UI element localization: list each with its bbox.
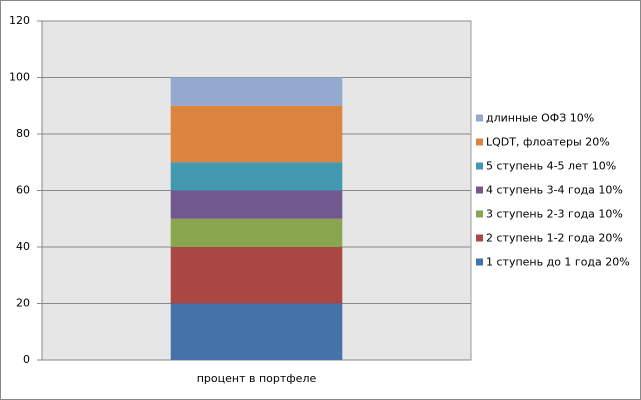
legend-label: длинные ОФЗ 10%: [486, 112, 594, 125]
bar-segment: [170, 77, 343, 106]
bar-segment: [170, 190, 343, 219]
x-tick-label: процент в портфеле: [197, 372, 317, 385]
y-tick-label: 80: [16, 127, 30, 140]
legend-swatch: [476, 210, 483, 218]
bar-segment: [170, 105, 343, 163]
legend-swatch: [476, 234, 483, 242]
y-tick-label: 0: [23, 353, 30, 366]
legend-label: 4 ступень 3-4 года 10%: [486, 184, 623, 197]
legend-label: 2 ступень 1-2 года 20%: [486, 232, 623, 245]
legend-swatch: [476, 162, 483, 170]
y-tick-label: 20: [16, 297, 30, 310]
y-tick-label: 120: [9, 14, 30, 27]
legend-swatch: [476, 138, 483, 146]
legend-swatch: [476, 186, 483, 194]
legend-label: 5 ступень 4-5 лет 10%: [486, 160, 616, 173]
bar-segment: [170, 303, 343, 360]
bar-segment: [170, 247, 343, 304]
bar-segment: [170, 218, 343, 247]
y-tick-label: 40: [16, 240, 30, 253]
legend-swatch: [476, 258, 483, 266]
y-tick-label: 100: [9, 71, 30, 84]
y-tick-label: 60: [16, 184, 30, 197]
bar-segment: [170, 162, 343, 191]
legend-swatch: [476, 114, 483, 122]
legend-label: LQDT, флоатеры 20%: [486, 136, 610, 149]
legend-label: 3 ступень 2-3 года 10%: [486, 208, 623, 221]
legend-label: 1 ступень до 1 года 20%: [486, 256, 630, 269]
